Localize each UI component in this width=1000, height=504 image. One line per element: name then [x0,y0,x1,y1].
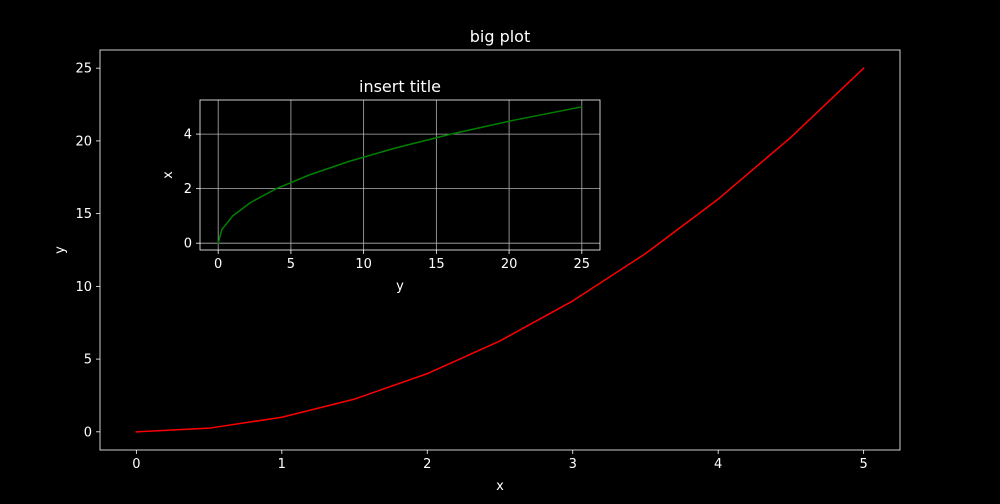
main-x-tick-label: 2 [423,457,431,472]
main-x-tick-label: 4 [714,457,722,472]
inset-x-axis-label: y [396,279,404,294]
main-y-tick-label: 25 [75,62,92,77]
main-x-tick-label: 1 [278,457,286,472]
inset-y-tick-label: 4 [184,128,192,143]
inset-x-tick-label: 5 [287,257,295,272]
inset-x-tick-label: 15 [428,257,445,272]
main-series-line-0 [135,67,865,433]
main-x-tick-label: 5 [859,457,867,472]
inset-x-tick-label: 20 [501,257,518,272]
main-x-axis-label: x [496,479,504,494]
main-chart-title: big plot [470,27,531,46]
main-y-tick-label: 10 [75,280,92,295]
inset-series-line-0 [217,105,583,245]
inset-axes-background [200,100,600,250]
main-y-tick-label: 15 [75,207,92,222]
main-y-axis-label: y [53,246,68,254]
inset-x-tick-label: 10 [355,257,372,272]
inset-chart-title: insert title [359,77,441,96]
main-axes-frame [99,49,901,451]
inset-y-tick-label: 2 [184,182,192,197]
inset-x-tick-label: 0 [214,257,222,272]
main-y-tick-label: 0 [84,425,92,440]
inset-y-tick-label: 0 [184,237,192,252]
main-x-tick-label: 3 [569,457,577,472]
main-y-tick-label: 5 [84,353,92,368]
main-y-tick-label: 20 [75,134,92,149]
main-x-tick-label: 0 [132,457,140,472]
inset-axes-frame [199,99,601,251]
inset-x-tick-label: 25 [574,257,591,272]
inset-y-axis-label: x [161,171,176,179]
